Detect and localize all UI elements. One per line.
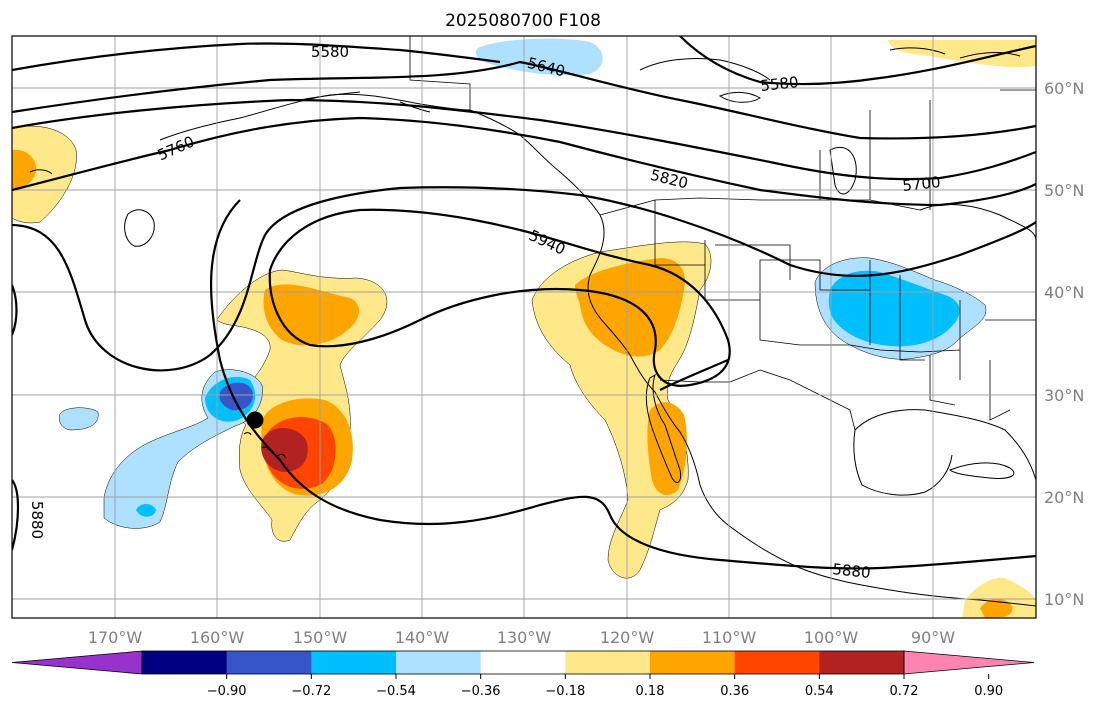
- contour-label: 5880: [832, 560, 872, 582]
- contour-5820: [12, 186, 1036, 372]
- colorbar-tick-label: 0.72: [890, 684, 919, 699]
- negative-anomaly-strong: [219, 382, 253, 411]
- lon-tick-label: 130°W: [497, 628, 552, 647]
- lon-tick-label: 160°W: [190, 628, 245, 647]
- negative-anomaly-region: [59, 407, 99, 431]
- colorbar-segment: [311, 651, 397, 674]
- colorbar-segment: [480, 651, 566, 674]
- colorbar-tick-label: 0.90: [974, 684, 1003, 699]
- lon-tick-label: 170°W: [88, 628, 143, 647]
- positive-anomaly-region: [12, 125, 77, 224]
- contour-5580-west: [12, 42, 501, 72]
- contour-5640: [12, 60, 1036, 140]
- positive-anomaly-core: [647, 402, 687, 496]
- colorbar-segment: [565, 651, 651, 674]
- graticule: [12, 36, 1036, 618]
- lat-tick-label: 20°N: [1044, 488, 1084, 507]
- colorbar-tick-label: 0.54: [805, 684, 834, 699]
- positive-anomaly-max: [261, 428, 308, 472]
- lon-tick-label: 110°W: [702, 628, 757, 647]
- latitude-labels: 60°N 50°N 40°N 30°N 20°N 10°N: [1044, 79, 1084, 609]
- colorbar-tick-label: −0.72: [291, 684, 331, 699]
- contour-5580-east: [679, 36, 1036, 86]
- lat-tick-label: 50°N: [1044, 181, 1084, 200]
- contour-5760: [12, 116, 1036, 207]
- negative-anomaly-core: [136, 504, 156, 517]
- map-area: 5580 5640 5580 5760 5820 5700 5940 5880 …: [12, 36, 1036, 618]
- lat-tick-label: 60°N: [1044, 79, 1084, 98]
- lon-tick-label: 140°W: [395, 628, 450, 647]
- lat-tick-label: 10°N: [1044, 590, 1084, 609]
- colorbar-tick-label: −0.36: [461, 684, 501, 699]
- positive-anomaly-region: [888, 40, 1036, 68]
- lon-tick-label: 90°W: [911, 628, 955, 647]
- colorbar-tick-label: 0.18: [636, 684, 665, 699]
- lat-tick-label: 30°N: [1044, 386, 1084, 405]
- lon-tick-label: 100°W: [804, 628, 859, 647]
- positive-anomaly-core: [12, 149, 37, 189]
- map-title: 2025080700 F108: [445, 11, 601, 31]
- storm-center-marker: [246, 411, 264, 429]
- colorbar-outline: [141, 650, 905, 675]
- colorbar-extend-low: [11, 650, 143, 675]
- colorbar-tick-label: −0.54: [376, 684, 416, 699]
- contour-5880: [12, 479, 20, 551]
- contour-label: 5580: [311, 43, 349, 61]
- longitude-labels: 170°W 160°W 150°W 140°W 130°W 120°W 110°…: [88, 628, 955, 647]
- colorbar-segment: [734, 651, 820, 674]
- contour-label: 5580: [760, 73, 800, 95]
- colorbar-extend-high: [903, 650, 1035, 675]
- contour-5700: [12, 98, 1036, 181]
- lat-tick-label: 40°N: [1044, 283, 1084, 302]
- positive-anomaly-core: [980, 598, 1013, 618]
- colorbar-tick-label: −0.18: [545, 684, 585, 699]
- colorbar-segment: [226, 651, 312, 674]
- colorbar-tick-label: 0.36: [720, 684, 749, 699]
- contour-label: 5700: [902, 173, 942, 195]
- lon-tick-label: 120°W: [600, 628, 655, 647]
- colorbar: −0.90 −0.72 −0.54 −0.36 −0.18 0.18 0.36 0.54 0.7…: [11, 650, 1035, 699]
- contour-5880-pacific: [209, 199, 1036, 570]
- colorbar-tick-label: −0.90: [207, 684, 247, 699]
- colorbar-segment: [396, 651, 482, 674]
- map-frame: [11, 35, 1037, 619]
- colorbar-segment: [819, 651, 905, 674]
- contour-5940: [268, 208, 731, 387]
- colorbar-segment: [650, 651, 736, 674]
- lon-tick-label: 150°W: [293, 628, 348, 647]
- colorbar-segment: [142, 651, 228, 674]
- height-contours: [12, 36, 1036, 570]
- positive-anomaly-core: [575, 258, 685, 357]
- contour-5880-lobe: [12, 284, 729, 391]
- contour-label: 5880: [28, 501, 46, 539]
